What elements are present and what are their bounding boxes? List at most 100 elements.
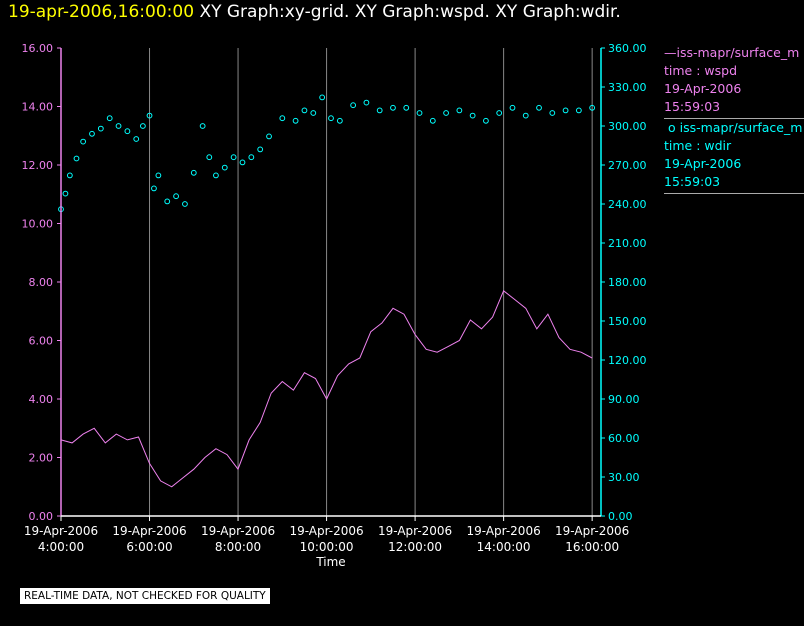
data-point-wdir (133, 136, 140, 142)
data-point-wdir (62, 190, 69, 197)
x-tick-date: 19-Apr-2006 (378, 524, 452, 538)
data-point-wdir (213, 172, 219, 179)
y-left-tick-label: 10.00 (22, 218, 54, 231)
data-point-wdir (589, 104, 596, 111)
x-axis-label: Time (315, 555, 345, 569)
data-point-wdir (350, 102, 357, 109)
data-point-wdir (230, 154, 237, 161)
data-point-wdir (182, 201, 188, 207)
data-point-wdir (319, 94, 326, 101)
data-point-wdir (190, 169, 197, 176)
x-tick-date: 19-Apr-2006 (289, 524, 363, 538)
data-point-wdir (151, 185, 157, 192)
y-left-tick-label: 14.00 (22, 101, 54, 114)
data-point-wdir (97, 125, 104, 132)
data-point-wdir (206, 154, 213, 161)
data-point-wdir (496, 110, 503, 116)
y-left-tick-label: 6.00 (29, 335, 54, 348)
data-point-wdir (403, 104, 410, 111)
legend-time: 15:59:03 (664, 99, 721, 114)
x-tick-time: 16:00:00 (565, 540, 619, 554)
data-point-wdir (80, 138, 87, 145)
legend-date: 19-Apr-2006 (664, 81, 742, 96)
data-point-wdir (310, 110, 317, 116)
y-left-tick-label: 0.00 (29, 510, 54, 523)
data-point-wdir (390, 104, 396, 111)
x-tick-time: 14:00:00 (477, 540, 531, 554)
data-point-wdir (376, 107, 383, 114)
y-left-tick-label: 16.00 (22, 42, 54, 55)
data-point-wdir (336, 117, 343, 124)
data-point-wdir (155, 172, 162, 179)
x-tick-date: 19-Apr-2006 (555, 524, 629, 538)
line-marker-icon: — (664, 45, 677, 60)
x-tick-time: 4:00:00 (38, 540, 84, 554)
data-point-wdir (73, 155, 80, 162)
legend-date: 19-Apr-2006 (664, 156, 742, 171)
y-left-tick-label: 4.00 (29, 393, 54, 406)
y-right-tick-label: 330.00 (608, 81, 647, 94)
y-right-tick-label: 90.00 (608, 393, 640, 406)
y-right-tick-label: 0.00 (608, 510, 633, 523)
data-point-wdir (124, 128, 131, 135)
data-point-wdir (292, 117, 299, 124)
data-point-wdir (301, 107, 308, 114)
x-tick-time: 10:00:00 (300, 540, 354, 554)
data-point-wdir (146, 112, 153, 119)
data-point-wdir (248, 154, 255, 161)
title-bar: 19-apr-2006,16:00:00 XY Graph:xy-grid. X… (8, 0, 621, 26)
y-right-tick-label: 120.00 (608, 354, 647, 367)
axes: 0.00 2.00 4.00 6.00 8.00 10.00 12.00 14.00 16.00… (22, 42, 647, 554)
data-point-wdir (483, 117, 489, 124)
series-line-wspd (60, 290, 593, 488)
legend-variable: time : wdir (664, 138, 732, 153)
data-point-wdir (328, 115, 334, 122)
legend: —iss-mapr/surface_m time : wspd 19-Apr-2… (664, 44, 804, 194)
data-point-wdir (509, 104, 516, 111)
y-right-tick-label: 270.00 (608, 159, 647, 172)
data-point-wdir (106, 115, 113, 122)
legend-entry-wdir: o iss-mapr/surface_m time : wdir 19-Apr-… (664, 119, 804, 194)
y-right-tick-label: 150.00 (608, 315, 647, 328)
data-point-wdir (443, 110, 449, 116)
title-graph-list: XY Graph:xy-grid. XY Graph:wspd. XY Grap… (199, 2, 621, 22)
data-point-wdir (575, 107, 582, 114)
data-point-wdir (549, 110, 556, 116)
data-point-wdir (139, 123, 146, 129)
x-tick-date: 19-Apr-2006 (467, 524, 541, 538)
data-point-wdir (199, 123, 206, 129)
y-left-tick-label: 2.00 (29, 452, 54, 465)
data-point-wdir (456, 107, 463, 114)
legend-time: 15:59:03 (664, 174, 721, 189)
data-point-wdir (279, 115, 286, 122)
x-tick-date: 19-Apr-2006 (24, 524, 98, 538)
vertical-grid (149, 48, 593, 516)
data-point-wdir (536, 104, 542, 111)
data-point-wdir (257, 146, 264, 153)
y-right-tick-label: 240.00 (608, 198, 647, 211)
data-point-wdir (429, 117, 436, 124)
circle-marker-icon: o (667, 120, 676, 135)
y-right-tick-label: 30.00 (608, 471, 640, 484)
legend-variable: time : wspd (664, 63, 738, 78)
data-point-wdir (164, 198, 171, 205)
data-point-wdir (239, 159, 246, 166)
y-right-tick-label: 180.00 (608, 276, 647, 289)
title-timestamp: 19-apr-2006,16:00:00 (8, 2, 195, 22)
x-tick-time: 6:00:00 (126, 540, 172, 554)
data-point-wdir (266, 133, 272, 140)
data-point-wdir (115, 123, 122, 129)
data-point-wdir (221, 164, 228, 171)
y-left-tick-label: 12.00 (22, 159, 54, 172)
quality-notice: REAL-TIME DATA, NOT CHECKED FOR QUALITY (20, 588, 270, 604)
y-right-tick-label: 210.00 (608, 237, 647, 250)
data-point-wdir (173, 193, 179, 200)
data-point-wdir (89, 130, 95, 137)
x-tick-time: 8:00:00 (215, 540, 261, 554)
legend-entry-wspd: —iss-mapr/surface_m time : wspd 19-Apr-2… (664, 44, 804, 119)
data-point-wdir (469, 112, 476, 119)
data-point-wdir (562, 107, 569, 114)
x-tick-date: 19-Apr-2006 (201, 524, 275, 538)
y-left-tick-label: 8.00 (29, 276, 54, 289)
